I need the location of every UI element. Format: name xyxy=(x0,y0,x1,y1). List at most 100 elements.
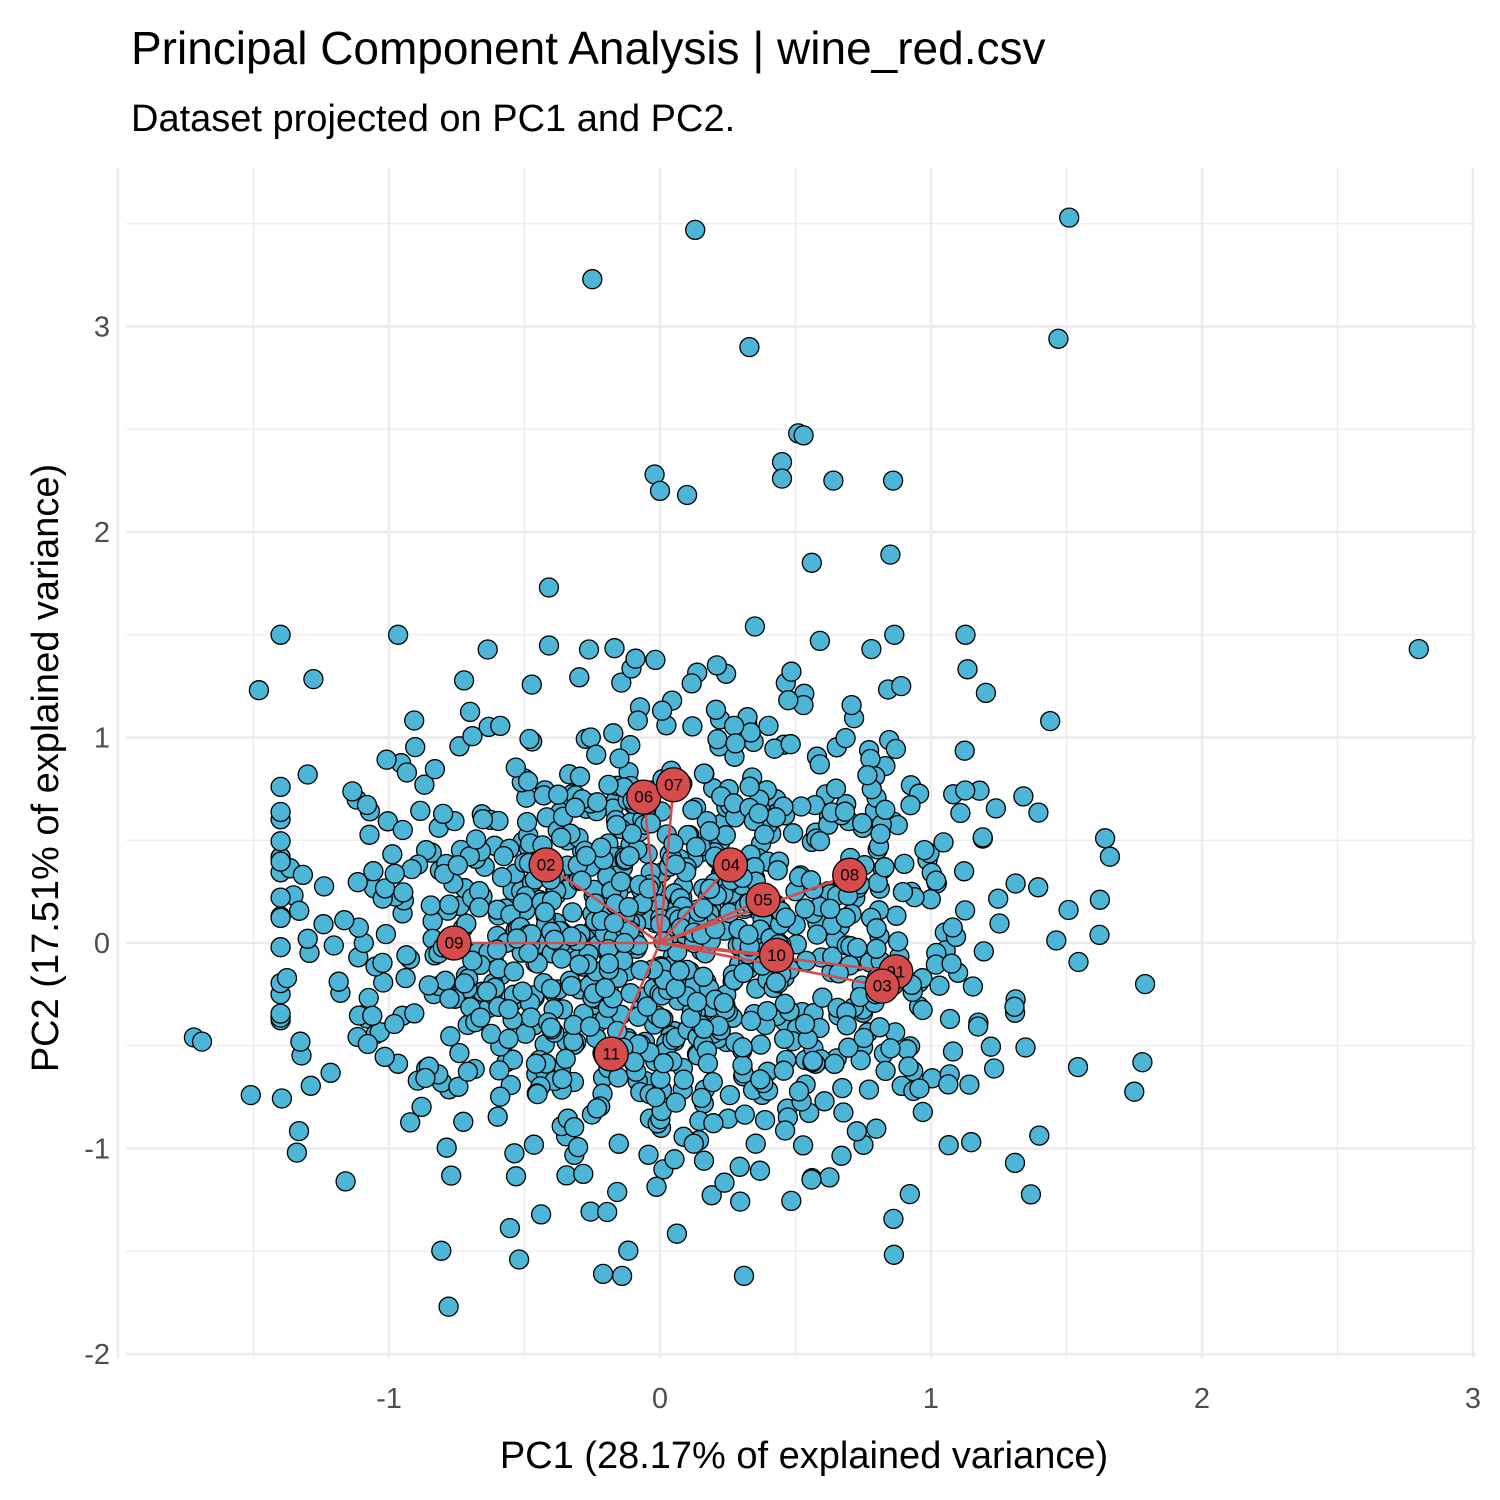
data-point xyxy=(376,749,397,770)
data-point xyxy=(985,798,1007,819)
data-point xyxy=(665,978,686,999)
data-point xyxy=(781,661,802,682)
data-point xyxy=(841,694,862,716)
data-point xyxy=(749,1160,771,1181)
data-point xyxy=(477,639,498,660)
data-point xyxy=(988,888,1009,909)
data-point xyxy=(454,973,475,994)
loading-marker-03 xyxy=(864,968,900,1004)
data-point xyxy=(748,803,769,824)
x-tick-label: -1 xyxy=(376,1383,402,1415)
data-point xyxy=(861,638,882,660)
data-point xyxy=(1408,638,1429,660)
data-point xyxy=(462,950,483,971)
data-point xyxy=(313,876,335,897)
data-point xyxy=(850,1050,871,1071)
loading-marker-04 xyxy=(712,847,749,883)
data-point xyxy=(270,624,291,645)
data-point xyxy=(933,832,954,853)
data-point xyxy=(286,1142,308,1163)
data-point xyxy=(363,861,384,882)
data-point xyxy=(739,776,760,797)
chart-subtitle: Dataset projected on PC1 and PC2. xyxy=(131,98,735,140)
data-point xyxy=(358,987,379,1009)
data-point xyxy=(853,1027,874,1049)
y-tick-label: 3 xyxy=(94,312,110,344)
data-point xyxy=(498,1028,519,1050)
data-point xyxy=(1005,873,1026,894)
data-point xyxy=(582,269,603,290)
y-tick-label: 1 xyxy=(94,723,110,755)
data-point xyxy=(598,774,619,796)
data-point xyxy=(334,910,355,931)
loading-marker-08 xyxy=(832,857,868,893)
data-point xyxy=(544,929,565,950)
data-point xyxy=(627,710,648,731)
data-point xyxy=(270,776,291,798)
data-point xyxy=(980,1036,1002,1057)
data-point xyxy=(809,754,830,775)
data-point xyxy=(313,914,334,935)
data-point xyxy=(476,981,498,1002)
data-point xyxy=(809,630,831,652)
data-point xyxy=(372,952,393,974)
data-point xyxy=(320,1062,341,1083)
data-point xyxy=(646,1176,667,1197)
y-tick-label: -1 xyxy=(84,1134,110,1166)
data-point xyxy=(359,824,380,845)
data-point xyxy=(836,1015,857,1036)
data-point xyxy=(774,1028,795,1050)
data-point xyxy=(954,740,975,761)
data-point xyxy=(838,1037,859,1058)
data-point xyxy=(825,778,847,799)
data-point xyxy=(323,935,344,956)
data-point xyxy=(778,690,799,711)
data-point xyxy=(556,1165,577,1186)
loading-label-07: 07 xyxy=(664,775,683,794)
data-point xyxy=(972,827,993,848)
data-point xyxy=(750,1069,771,1090)
data-point xyxy=(1089,924,1110,946)
data-point xyxy=(552,1068,573,1090)
data-point xyxy=(693,898,714,919)
data-point xyxy=(432,803,454,825)
data-point xyxy=(950,802,971,824)
data-point xyxy=(393,882,414,903)
data-point xyxy=(767,860,788,881)
data-point xyxy=(411,1096,432,1118)
loading-marker-09 xyxy=(436,925,472,961)
data-point xyxy=(771,468,793,489)
data-point xyxy=(597,1201,618,1223)
data-point xyxy=(598,953,619,974)
data-point xyxy=(550,827,572,848)
data-point xyxy=(866,938,887,959)
data-point xyxy=(733,962,754,984)
data-point xyxy=(462,726,483,747)
data-point xyxy=(504,1143,525,1164)
data-point xyxy=(439,894,460,915)
loading-label-06: 06 xyxy=(634,788,653,807)
data-point xyxy=(812,987,833,1008)
data-point xyxy=(882,470,904,491)
data-point xyxy=(288,1120,310,1142)
data-point xyxy=(493,845,514,867)
data-point xyxy=(569,766,591,787)
data-point xyxy=(809,831,831,852)
data-point xyxy=(870,823,891,845)
data-point xyxy=(586,744,607,765)
loading-marker-05 xyxy=(745,882,781,918)
data-point xyxy=(788,1081,810,1102)
data-point xyxy=(938,1135,959,1156)
data-point xyxy=(586,1098,608,1119)
data-point xyxy=(773,1060,794,1081)
data-point xyxy=(625,648,646,669)
data-point xyxy=(713,992,734,1014)
data-point xyxy=(794,898,816,919)
data-point xyxy=(328,971,349,992)
data-point xyxy=(886,905,907,926)
data-point xyxy=(410,800,431,822)
data-point xyxy=(858,1079,880,1100)
data-point xyxy=(699,821,720,842)
data-point xyxy=(834,801,856,822)
data-point xyxy=(645,1087,666,1108)
